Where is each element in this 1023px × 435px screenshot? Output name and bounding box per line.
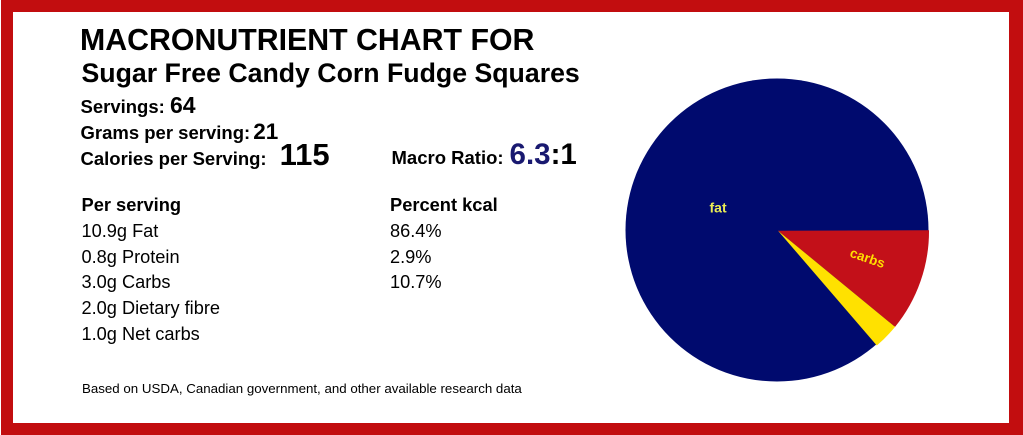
svg-text:fat: fat bbox=[710, 199, 727, 215]
